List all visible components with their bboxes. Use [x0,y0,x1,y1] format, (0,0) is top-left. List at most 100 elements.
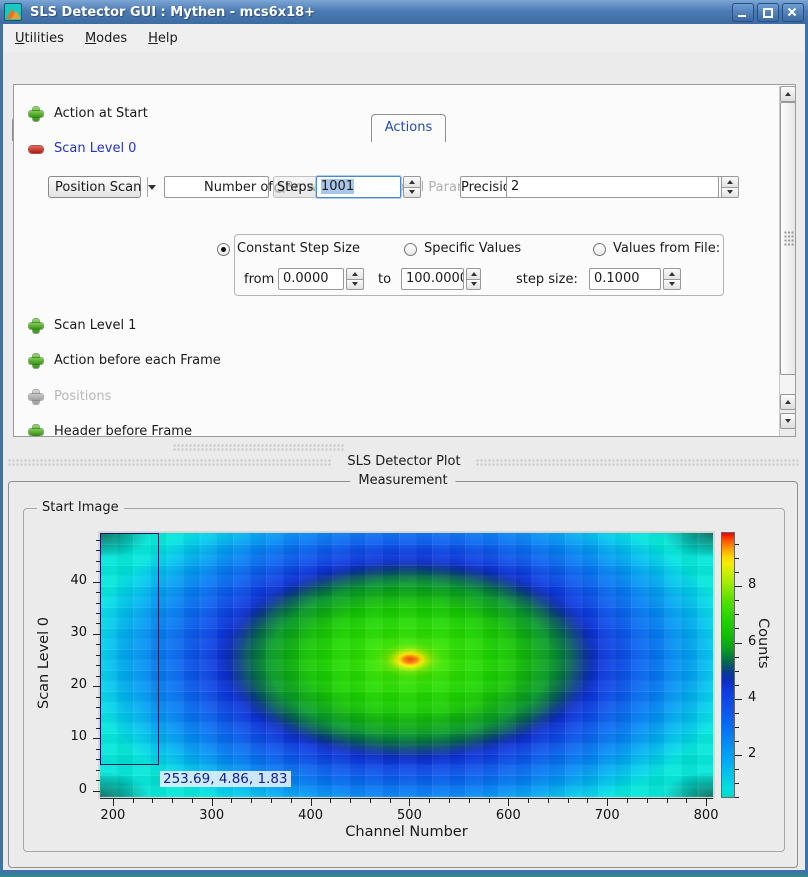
splitter-handle[interactable] [173,444,345,451]
colorbar-tick-label: 8 [748,577,756,592]
radio-specific-values[interactable] [404,243,417,256]
colorbar-minor-tick [735,572,739,573]
scan-mode-select[interactable]: Position Scan [48,176,141,198]
action-item-label: Scan Level 1 [54,318,136,333]
colorbar-minor-tick [735,628,739,629]
to-decrement-button[interactable] [466,279,481,291]
menu-modes[interactable]: Modes [76,28,136,49]
colorbar-minor-tick [735,544,739,545]
step-size-decrement-button[interactable] [663,279,681,291]
plot-dock-titlebar[interactable]: SLS Detector Plot [0,453,808,471]
from-decrement-button[interactable] [346,279,364,291]
x-minor-tick [390,799,391,803]
x-minor-tick [647,799,648,803]
from-increment-button[interactable] [346,268,364,279]
steps-increment-button[interactable] [403,176,421,187]
radio-values-from-file-label[interactable]: Values from File: [613,241,720,256]
x-minor-tick [449,799,450,803]
x-minor-tick [429,799,430,803]
colorbar-major-tick [735,643,742,644]
colorbar-tick-label: 2 [748,746,756,761]
radio-specific-values-label[interactable]: Specific Values [424,241,521,256]
x-minor-tick [587,799,588,803]
close-button[interactable] [782,3,804,22]
colorbar-minor-tick [735,685,739,686]
tab-bar: MeasurementSettingsData OutputPlotAction… [0,57,808,84]
x-minor-tick [667,799,668,803]
minimize-button[interactable] [732,3,754,22]
precision-increment-button[interactable] [721,176,739,187]
scroll-up-button[interactable] [780,86,796,102]
x-minor-tick [152,799,153,803]
plus-icon [28,424,44,438]
action-item-label: Action before each Frame [54,353,221,368]
maximize-button[interactable] [757,3,779,22]
colorbar [721,532,735,798]
x-major-tick [706,799,707,806]
steps-label: Number of Steps: [204,180,318,195]
radio-values-from-file[interactable] [593,243,606,256]
colorbar-major-tick [735,699,742,700]
colorbar-minor-tick [735,783,739,784]
colorbar-minor-tick [735,657,739,658]
to-input[interactable]: 100.0000 [401,268,464,290]
measurement-groupbox-title: Measurement [350,473,455,488]
steps-input[interactable]: 1001 [316,176,401,198]
menu-utilities[interactable]: Utilities [6,28,73,49]
y-tick-label: 30 [59,625,87,640]
x-minor-tick [489,799,490,803]
vertical-scrollbar[interactable] [779,86,796,436]
menu-help[interactable]: Help [139,28,187,49]
plus-icon [28,106,44,122]
x-major-tick [212,799,213,806]
to-increment-button[interactable] [466,268,481,279]
zoom-selection-rect[interactable] [100,533,159,765]
action-item-action-before-each-frame[interactable]: Action before each Frame [28,352,221,369]
action-item-label: Scan Level 0 [54,141,136,156]
scrollbar-thumb[interactable] [780,102,796,375]
x-major-tick [409,799,410,806]
tab-actions[interactable]: Actions [371,114,446,142]
window-border-left [0,24,3,870]
x-minor-tick [370,799,371,803]
y-tick-label: 10 [59,729,87,744]
window-border-bottom [0,870,808,877]
cursor-readout: 253.69, 4.86, 1.83 [160,771,291,787]
scroll-up-button-bottom[interactable] [780,394,796,410]
x-minor-tick [231,799,232,803]
step-size-input[interactable]: 0.1000 [589,268,661,290]
app-icon [4,3,22,21]
action-item-scan-level-1[interactable]: Scan Level 1 [28,317,136,334]
action-item-positions[interactable]: Positions [28,388,111,405]
action-item-header-before-frame[interactable]: Header before Frame [28,423,192,437]
steps-decrement-button[interactable] [403,187,421,199]
heatmap-canvas[interactable] [98,531,715,799]
action-item-scan-level-0[interactable]: Scan Level 0 [28,140,136,157]
x-major-tick [508,799,509,806]
scan-mode-value: Position Scan [49,180,147,195]
scroll-down-button[interactable] [780,413,796,429]
x-major-tick [311,799,312,806]
action-item-label: Header before Frame [54,424,192,437]
from-input[interactable]: 0.0000 [278,268,344,290]
x-tick-label: 600 [486,808,530,823]
x-minor-tick [686,799,687,803]
colorbar-tick-label: 4 [748,690,756,705]
y-tick-label: 20 [59,677,87,692]
x-tick-label: 300 [190,808,234,823]
x-minor-tick [271,799,272,803]
y-tick-label: 0 [59,782,87,797]
colorbar-title: Counts [755,618,771,669]
titlebar[interactable]: SLS Detector GUI : Mythen - mcs6x18+ [0,0,808,24]
colorbar-minor-tick [735,671,739,672]
x-tick-label: 200 [91,808,135,823]
action-item-action-at-start[interactable]: Action at Start [28,105,148,122]
precision-decrement-button[interactable] [721,187,739,199]
precision-input[interactable]: 2 [506,176,719,198]
y-axis-ticks: 010203040 [58,533,100,797]
step-size-increment-button[interactable] [663,268,681,279]
radio-constant-step-size[interactable] [217,243,230,256]
x-minor-tick [330,799,331,803]
radio-constant-step-size-label[interactable]: Constant Step Size [237,241,360,256]
scrollbar-track[interactable] [780,375,796,394]
